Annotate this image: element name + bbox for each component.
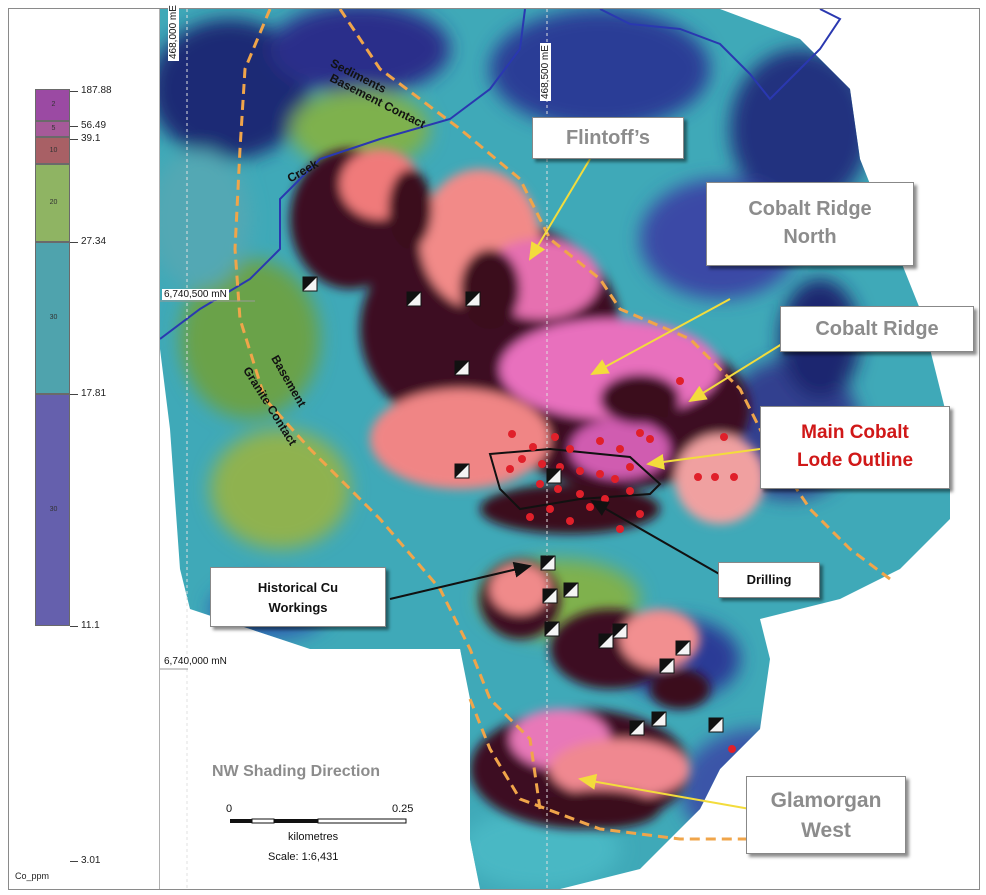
scale-units-label: kilometres <box>288 831 339 843</box>
scale-start-label: 0 <box>226 803 233 815</box>
legend-color-band: 10 <box>35 137 70 164</box>
legend-color-band: 2 <box>35 89 70 121</box>
scale-end-label: 0.25 <box>392 803 414 815</box>
legend-color-band: 20 <box>35 164 70 242</box>
legend-tick-mark <box>70 91 78 92</box>
legend-band-count: 10 <box>49 146 58 154</box>
legend-band-count: 30 <box>49 506 58 513</box>
geochem-map: Sediments Basement Contact Creek Basemen… <box>159 3 978 889</box>
scale-bar <box>230 818 407 824</box>
cobalt-ridge-label: Cobalt Ridge <box>780 306 974 352</box>
shading-direction-label: NW Shading Direction <box>212 763 380 780</box>
map-figure: 2 5 10 20 30 30 187.88 56.49 39.1 27.34 17.81 11.1 3… <box>8 3 980 890</box>
legend-tick-label: 56.49 <box>81 120 107 131</box>
legend-tick-label: 11.1 <box>81 620 100 631</box>
drill-holes <box>506 377 738 753</box>
creek-line <box>159 8 526 340</box>
legend-band-count: 20 <box>49 199 58 206</box>
historical-workings <box>302 276 724 736</box>
legend-band-count: 30 <box>49 314 58 321</box>
northing-6740500-label: 6,740,500 mN <box>162 289 229 300</box>
northing-6740000-label: 6,740,000 mN <box>162 656 229 667</box>
callout-arrows <box>389 158 791 810</box>
legend-tick-label: 39.1 <box>81 133 101 144</box>
legend-color-band: 5 <box>35 121 70 137</box>
legend-color-band: 30 <box>35 242 70 394</box>
drilling-label: Drilling <box>718 562 820 598</box>
legend-tick-label: 27.34 <box>81 236 107 247</box>
main-cobalt-lode-label: Main Cobalt Lode Outline <box>760 406 950 489</box>
legend-band-count: 5 <box>51 125 56 132</box>
legend-tick-mark <box>70 126 78 127</box>
southern-contact-line <box>468 698 760 841</box>
easting-468500-label: 468,500 mE <box>540 43 551 101</box>
legend-tick-label: 187.88 <box>81 85 112 96</box>
legend-title: Co_ppm <box>15 871 50 881</box>
basement-granite-contact-line <box>233 8 542 810</box>
co-ppm-legend: 2 5 10 20 30 30 187.88 56.49 39.1 27.34 17.81 11.1 3… <box>9 9 160 889</box>
legend-tick-mark <box>70 394 78 395</box>
sediments-basement-contact-line <box>338 8 891 581</box>
no-data-area <box>188 649 470 889</box>
legend-tick-mark <box>70 861 78 862</box>
legend-tick-mark <box>70 242 78 243</box>
historical-cu-workings-label: Historical Cu Workings <box>210 567 386 627</box>
flintoffs-label: Flintoff’s <box>532 117 684 159</box>
cobalt-ridge-north-label: Cobalt Ridge North <box>706 182 914 266</box>
scale-ratio-label: Scale: 1:6,431 <box>268 851 339 863</box>
legend-tick-label: 17.81 <box>81 388 107 399</box>
legend-tick-mark <box>70 626 78 627</box>
legend-color-band: 30 <box>35 394 70 626</box>
glamorgan-west-label: Glamorgan West <box>746 776 906 854</box>
main-cobalt-lode-outline <box>488 447 662 511</box>
legend-tick-mark <box>70 139 78 140</box>
easting-468000-label: 468,000 mE <box>168 3 179 61</box>
legend-tick-label: 3.01 <box>81 855 101 866</box>
legend-band-count: 2 <box>51 101 56 108</box>
creek-line-east <box>599 8 842 101</box>
